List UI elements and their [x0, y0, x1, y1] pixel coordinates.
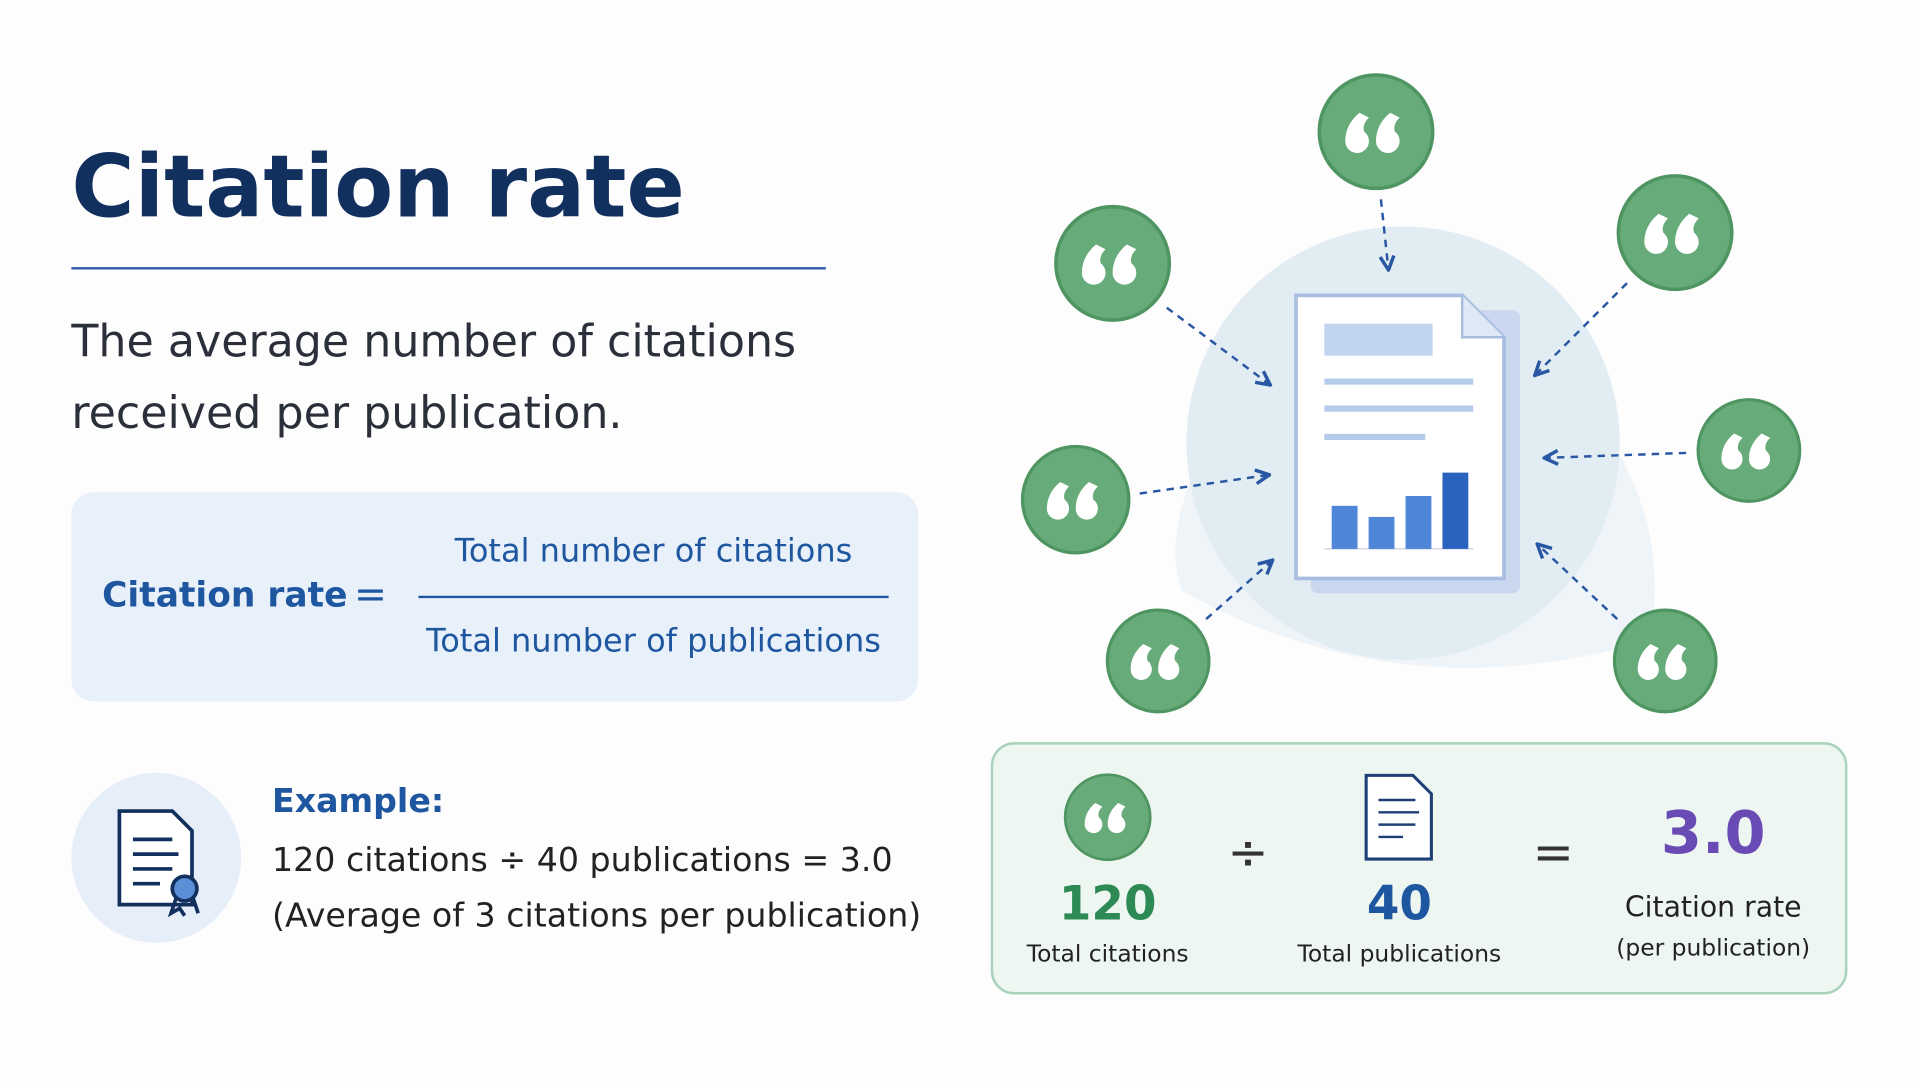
example-heading: Example: — [272, 781, 444, 820]
publication-icon — [1364, 773, 1433, 861]
publications-value: 40 — [1367, 878, 1432, 932]
result-note: (per publication) — [1616, 933, 1810, 961]
illustration — [1020, 73, 1802, 714]
citations-value: 120 — [1059, 878, 1157, 932]
denominator: Total number of publications — [425, 621, 881, 659]
formula-label: Citation rate — [102, 575, 347, 615]
equals-sign: = — [1533, 823, 1574, 881]
summary-box — [990, 742, 1848, 995]
publications-label: Total publications — [1297, 940, 1502, 968]
divide-sign: ÷ — [1227, 823, 1268, 881]
numerator: Total number of citations — [454, 532, 853, 570]
title: Citation rate — [71, 138, 684, 238]
example-line: 120 citations ÷ 40 publications = 3.0 — [272, 840, 893, 879]
description: The average number of citations — [70, 317, 796, 368]
example-icon — [71, 772, 242, 943]
result-label: Citation rate — [1625, 890, 1802, 923]
citations-label: Total citations — [1026, 940, 1189, 968]
result-value: 3.0 — [1661, 798, 1766, 867]
citation-icon — [1063, 773, 1152, 862]
description: received per publication. — [71, 388, 622, 439]
formula-equals: = — [354, 571, 387, 617]
example-line: (Average of 3 citations per publication) — [272, 895, 921, 934]
